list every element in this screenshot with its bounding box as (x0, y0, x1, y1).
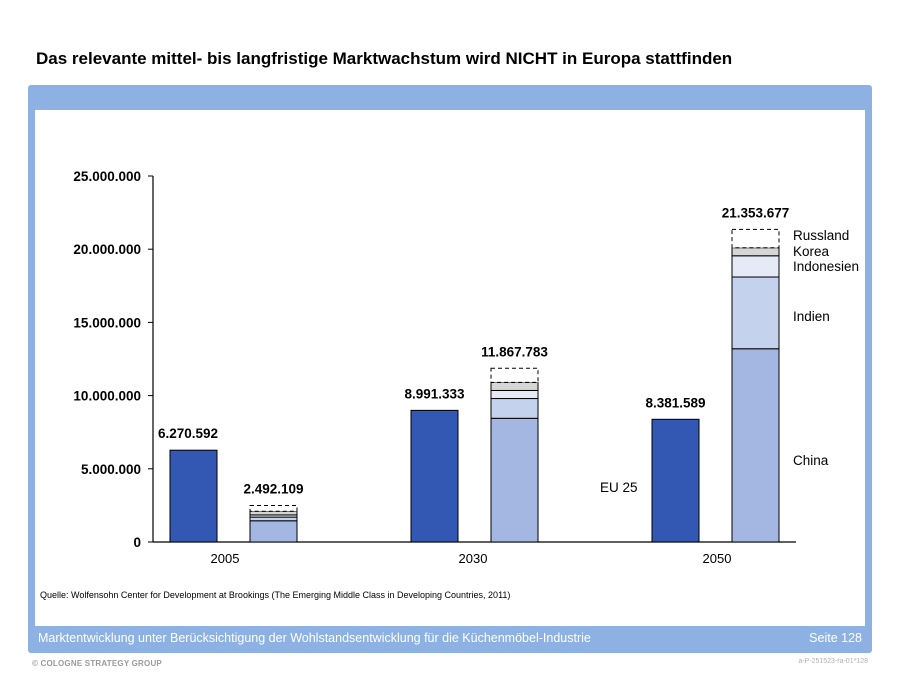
stack-segment-china (731, 348, 780, 543)
y-tick-label: 0 (133, 535, 141, 550)
legend-label-indonesien: Indonesien (793, 259, 859, 274)
stack-segment-indien (249, 516, 298, 522)
stack-segment-indonesien (490, 389, 539, 400)
eu25-bar (169, 449, 218, 543)
eu25-value-label: 6.270.592 (158, 426, 218, 441)
stack-segment-korea (731, 247, 780, 257)
stack-segment-indonesien (731, 255, 780, 278)
stack-segment-korea (249, 510, 298, 516)
source-note: Quelle: Wolfensohn Center for Developmen… (40, 590, 511, 600)
y-tick-label: 5.000.000 (81, 462, 141, 477)
eu25-label: EU 25 (600, 480, 638, 495)
y-tick-label: 25.000.000 (73, 169, 141, 184)
eu25-bar (410, 409, 459, 543)
footer-text: Marktentwicklung unter Berücksichtigung … (38, 631, 591, 645)
page-number: Seite 128 (809, 631, 862, 645)
stack-segment-indien (490, 398, 539, 419)
stack-segment-russland (249, 505, 298, 512)
eu25-value-label: 8.991.333 (404, 386, 465, 401)
y-tick-label: 15.000.000 (73, 315, 141, 330)
x-tick-label: 2050 (703, 551, 732, 566)
market-growth-chart: 0 5.000.000 10.000.000 15.000.000 20.000.000… (73, 169, 859, 566)
legend-label-china: China (793, 453, 829, 468)
legend-label-korea: Korea (793, 244, 830, 259)
copyright-notice: © COLOGNE STRATEGY GROUP (32, 659, 162, 668)
stack-segment-indien (731, 276, 780, 350)
x-tick-label: 2005 (211, 551, 240, 566)
stack-segment-china (490, 417, 539, 543)
eu25-bar (651, 418, 700, 543)
eu25-value-label: 8.381.589 (645, 395, 705, 410)
stack-total-label: 11.867.783 (481, 344, 548, 359)
stack-segment-russland (731, 228, 780, 249)
stack-segment-russland (490, 367, 539, 383)
stack-segment-korea (490, 381, 539, 391)
x-tick-label: 2030 (459, 551, 488, 566)
chart-panel: 0 5.000.000 10.000.000 15.000.000 20.000.000… (35, 110, 865, 626)
page-title: Das relevante mittel- bis langfristige M… (36, 49, 733, 68)
stack-segment-china (249, 520, 298, 543)
stack-total-label: 21.353.677 (722, 205, 790, 220)
legend-label-russland: Russland (793, 228, 849, 243)
document-code: a-P-251523-ra-01*128 (798, 658, 868, 665)
legend-label-indien: Indien (793, 309, 830, 324)
y-tick-label: 10.000.000 (73, 389, 141, 404)
stack-total-label: 2.492.109 (243, 482, 303, 497)
y-tick-label: 20.000.000 (73, 242, 141, 257)
